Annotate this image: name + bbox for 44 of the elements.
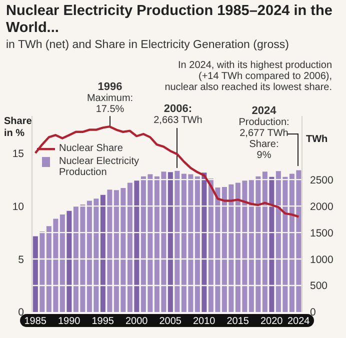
annotation: 2024 Production: 2,677 TWh Share: 9%	[238, 105, 290, 161]
y2-tick-label: 1000	[310, 254, 334, 266]
bar	[269, 176, 274, 312]
bar	[194, 176, 200, 312]
bar	[32, 236, 38, 312]
legend-label: Nuclear Electricity Production	[59, 156, 141, 178]
bar	[40, 231, 45, 312]
y2-axis-title: TWh	[306, 134, 328, 145]
y-tick-label: 10	[12, 200, 24, 213]
bar	[202, 172, 207, 312]
y2-tick-label: 2000	[310, 200, 334, 213]
bar	[262, 172, 268, 312]
bar	[60, 214, 65, 312]
x-tick-label: 2005	[159, 316, 182, 328]
chart-subtitle: in TWh (net) and Share in Electricity Generation (gross)	[6, 39, 289, 51]
y2-tick-label: 1500	[310, 227, 334, 240]
x-tick-label: 2010	[193, 316, 216, 328]
bar	[66, 210, 72, 312]
x-tick-label: 2024	[288, 316, 310, 328]
text: 1996 Maximum: 17.5%	[86, 81, 134, 115]
y2-tick-label: 500	[310, 280, 328, 292]
y-tick-label: 0	[18, 306, 24, 319]
bar	[100, 194, 106, 312]
bar	[168, 172, 173, 312]
annotation: 2006: 2,663 TWh	[152, 103, 204, 126]
y-axis-title: Share in %	[4, 116, 33, 140]
bar	[134, 180, 140, 312]
bar	[107, 190, 112, 312]
y-tick-label: 15	[12, 148, 24, 160]
bar	[174, 170, 180, 312]
x-tick-label: 1995	[92, 316, 114, 328]
chart-title: Nuclear Electricity Production 1985–2024 in the World...	[6, 3, 334, 37]
x-tick-label: 2020	[260, 316, 284, 328]
bar	[127, 182, 132, 312]
y2-tick-label: 0	[310, 306, 316, 319]
text: In 2024, with its highest production (+14 TWh compared to 2006), nuclear also reached its lowest share.	[164, 60, 332, 93]
x-tick-label: 1990	[58, 316, 81, 328]
y2-tick-label: 2500	[310, 174, 334, 186]
legend-label: Nuclear Share	[59, 143, 123, 154]
x-tick-label: 2015	[226, 316, 250, 328]
x-tick-label: 1985	[24, 316, 47, 328]
x-tick-label: 2000	[126, 316, 148, 328]
y-tick-label: 5	[18, 254, 24, 266]
line-series	[34, 125, 300, 218]
